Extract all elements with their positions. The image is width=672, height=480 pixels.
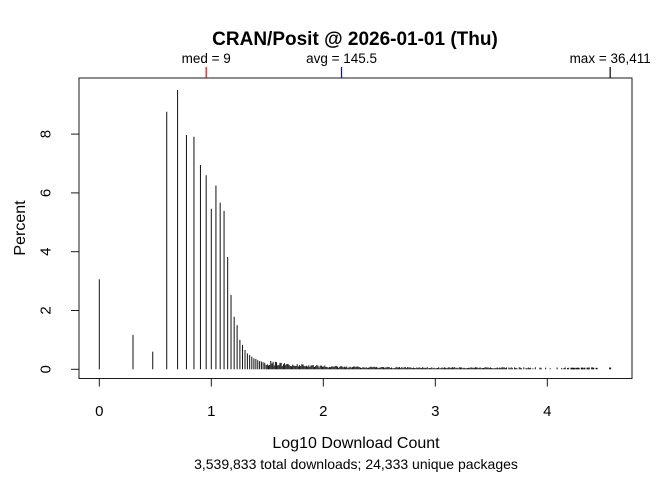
y-axis-title: Percent bbox=[12, 200, 29, 256]
x-tick-label: 4 bbox=[543, 403, 551, 420]
annotation-markers: med = 9 avg = 145.5 max = 36,411 bbox=[182, 51, 651, 78]
x-axis-ticks: 0 1 2 3 4 bbox=[95, 378, 551, 420]
y-tick-label: 8 bbox=[38, 130, 55, 138]
tail-rug bbox=[265, 360, 612, 370]
x-axis-title: Log10 Download Count bbox=[272, 435, 440, 452]
max-label: max = 36,411 bbox=[570, 51, 651, 66]
y-tick-label: 6 bbox=[38, 189, 55, 197]
y-tick-label: 2 bbox=[38, 306, 55, 314]
median-label: med = 9 bbox=[182, 51, 231, 66]
x-tick-label: 0 bbox=[95, 403, 103, 420]
x-tick-label: 1 bbox=[207, 403, 215, 420]
x-tick-label: 3 bbox=[431, 403, 439, 420]
mean-label: avg = 145.5 bbox=[306, 51, 377, 66]
y-tick-label: 0 bbox=[38, 365, 55, 373]
y-tick-label: 4 bbox=[38, 248, 55, 256]
x-tick-label: 2 bbox=[319, 403, 327, 420]
histogram-spikes bbox=[98, 90, 266, 370]
x-axis-subtitle: 3,539,833 total downloads; 24,333 unique… bbox=[194, 456, 518, 472]
plot-border bbox=[78, 77, 633, 379]
y-axis-ticks: 0 2 4 6 8 bbox=[38, 130, 79, 373]
chart-title: CRAN/Posit @ 2026-01-01 (Thu) bbox=[212, 29, 498, 50]
